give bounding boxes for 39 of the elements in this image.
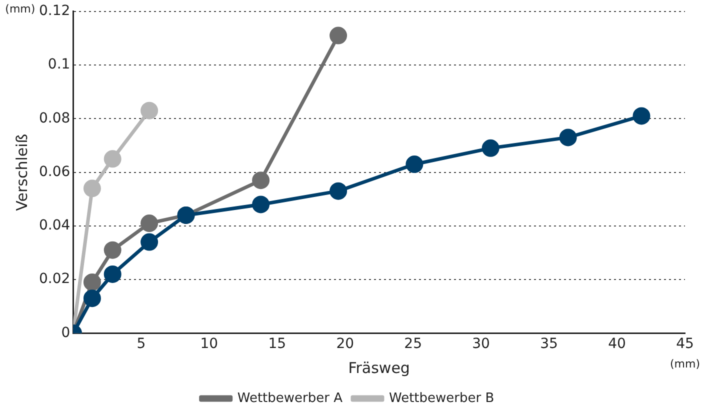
point <box>252 196 270 214</box>
x-tick-label: 20 <box>336 336 354 352</box>
point <box>83 274 101 291</box>
x-tick-label: 10 <box>200 336 218 352</box>
point <box>632 107 650 125</box>
x-tick-label: 25 <box>404 336 422 352</box>
point <box>330 182 348 200</box>
x-tick-label: 35 <box>540 336 558 352</box>
x-axis-title: Fräsweg <box>348 358 410 377</box>
y-tick-label: 0.08 <box>39 110 70 126</box>
point <box>482 139 500 157</box>
y-tick-label: 0.04 <box>39 218 70 234</box>
point <box>140 214 158 232</box>
y-tick-label: 0.12 <box>39 3 70 20</box>
legend-label: Wettbewerber A <box>237 390 343 406</box>
y-tick-label: 0 <box>61 324 70 341</box>
x-tick-label: 45 <box>676 336 694 352</box>
point <box>104 241 122 259</box>
point <box>252 172 270 190</box>
y-tick-label: 0.1 <box>48 56 70 73</box>
text: (mm) <box>670 358 700 371</box>
point <box>140 233 158 251</box>
point <box>83 180 101 198</box>
x-tick-label: 15 <box>268 336 286 352</box>
text: (mm) <box>5 2 36 16</box>
x-tick-label: 5 <box>136 336 146 352</box>
point <box>559 128 577 146</box>
point <box>104 265 122 283</box>
y-tick-label: 0.02 <box>39 271 70 288</box>
point <box>104 150 122 168</box>
legend-label: Wettbewerber B <box>388 390 494 406</box>
point <box>406 156 424 174</box>
point <box>330 26 348 44</box>
y-axis-title: Verschleiß <box>12 134 31 211</box>
point <box>83 290 101 308</box>
point <box>140 102 158 120</box>
x-tick-label: 40 <box>608 336 626 352</box>
y-tick-label: 0.06 <box>39 164 70 180</box>
x-tick-label: 30 <box>472 336 490 352</box>
